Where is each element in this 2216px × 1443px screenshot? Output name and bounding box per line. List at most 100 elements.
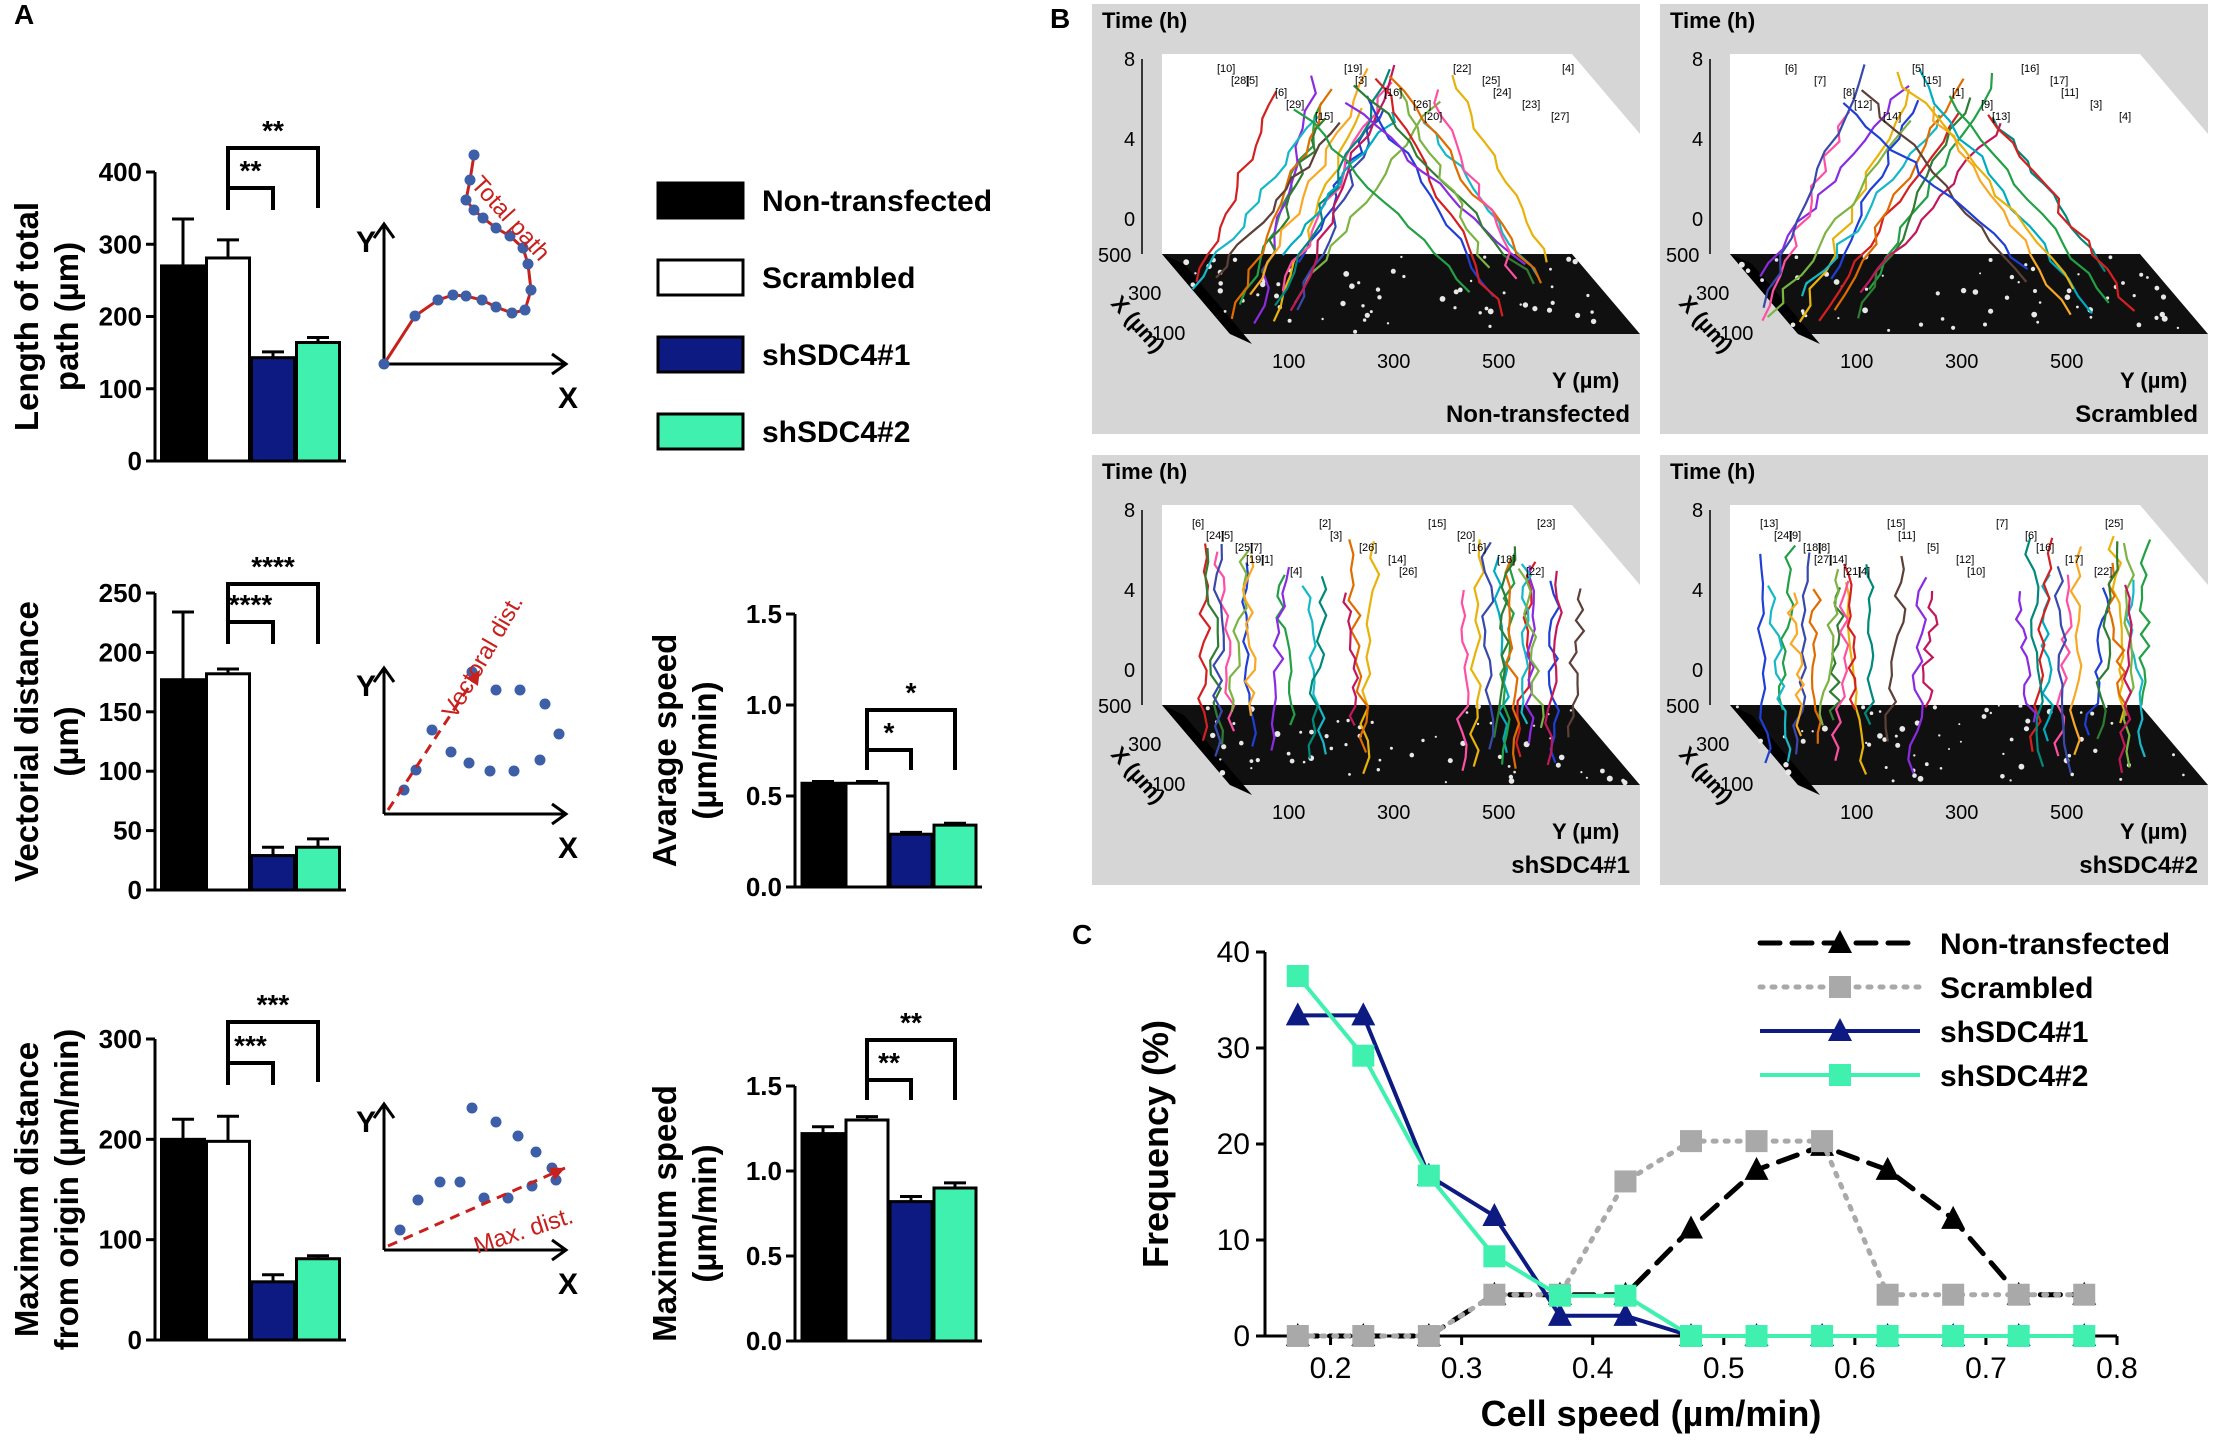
legend-label: Non-transfected [762, 185, 992, 218]
y-tick-label: 100 [1840, 351, 1873, 373]
track-label: [4] [2119, 111, 2131, 123]
track-label: [1] [1261, 554, 1273, 566]
data-point [1417, 1325, 1440, 1347]
significance-label: *** [234, 1030, 267, 1061]
data-point [2007, 1283, 2030, 1306]
panel-label-c: C [1072, 919, 1092, 950]
data-point [1352, 1325, 1375, 1347]
panel-label-b: B [1050, 3, 1070, 34]
y-axis-label: Maximum speed [646, 1085, 683, 1342]
significance-label: * [906, 677, 917, 708]
track-label: [8] [1843, 87, 1855, 99]
arrowhead [549, 1167, 565, 1181]
track-point [432, 294, 444, 306]
x-tick-label: 0.8 [2096, 1352, 2138, 1385]
cell-dot [1340, 300, 1346, 307]
cell-dot [1344, 743, 1348, 747]
track-label: [6] [1275, 87, 1287, 99]
track-point [460, 290, 472, 302]
legend-swatch-3 [656, 412, 745, 451]
cell-dot [1232, 722, 1236, 725]
cell-dot [1483, 255, 1487, 259]
y-axis-label: from origin (µm/min) [48, 1029, 85, 1351]
track-point [477, 212, 489, 224]
y-tick-label: 0 [128, 875, 142, 905]
data-point [1483, 1245, 1506, 1268]
cell-dot [1951, 325, 1956, 330]
cell-dot [1881, 274, 1884, 277]
time-axis-label: Time (h) [1670, 8, 1755, 33]
significance-bracket [865, 708, 957, 770]
data-point [1875, 1156, 1900, 1180]
time-tick-label: 8 [1124, 500, 1135, 522]
cell-dot [1421, 738, 1425, 743]
track-label: [6] [1785, 63, 1797, 75]
cell-dot [2024, 263, 2028, 267]
cell-track [1469, 539, 1485, 767]
data-point [1811, 1130, 1834, 1153]
cell-dot [2160, 294, 2167, 300]
cell-dot [2108, 255, 2113, 260]
track-point [512, 1130, 524, 1142]
significance-bracket [226, 582, 320, 644]
cell-dot [1745, 268, 1751, 274]
cell-dot [1558, 754, 1565, 761]
y-tick-label: 1.0 [746, 690, 782, 720]
cell-track [1293, 108, 1471, 293]
schematic-x-label: X [558, 1268, 578, 1301]
cell-dot [1935, 291, 1940, 296]
arrowhead [551, 802, 569, 826]
track-point [378, 358, 390, 370]
track-label: [22] [1453, 63, 1471, 75]
cell-dot [1276, 282, 1281, 287]
cell-dot [1484, 306, 1489, 311]
significance-bracket [226, 1020, 320, 1082]
y-tick-label: 1.5 [746, 1071, 782, 1101]
track-label: [3] [1330, 530, 1342, 542]
track-point [522, 258, 534, 270]
y-tick-label: 300 [99, 229, 142, 259]
cell-dot [1979, 272, 1982, 275]
time-tick-label: 4 [1692, 580, 1703, 602]
bar-1 [205, 672, 251, 892]
x-tick-label: 100 [1720, 774, 1753, 796]
track-label: [29] [1286, 99, 1304, 111]
track-point [445, 746, 457, 758]
cell-dot [1370, 720, 1374, 724]
track-point [484, 765, 496, 777]
distance-arrow [386, 669, 482, 811]
time-tick-label: 8 [1692, 49, 1703, 71]
track-label: [8] [1818, 542, 1830, 554]
track-label: [25] [1235, 542, 1253, 554]
bar-1 [844, 1118, 890, 1343]
cell-dot [2076, 305, 2079, 309]
legend-marker [1828, 930, 1852, 953]
data-point [1680, 1130, 1702, 1153]
legend-swatch-0 [656, 181, 745, 220]
cell-dot [1502, 291, 1506, 295]
cell-track [1842, 563, 1857, 711]
cell-dot [1488, 324, 1492, 328]
cell-dot [1362, 318, 1367, 322]
tracking-floor-edge [1162, 254, 1252, 344]
track-point [530, 1146, 542, 1158]
data-point [1613, 1302, 1638, 1326]
cell-dot [1948, 748, 1950, 750]
data-point [1745, 1325, 1768, 1347]
cell-dot [2159, 311, 2165, 318]
y-axis-label: Y (µm) [1552, 368, 1619, 393]
cell-dot [1217, 288, 1223, 294]
track-label: [18] [1497, 554, 1515, 566]
cell-dot [1256, 293, 1260, 297]
cell-dot [1590, 310, 1594, 314]
y-tick-label: 30 [1217, 1032, 1250, 1065]
cell-track [1374, 77, 1504, 317]
cell-dot [1439, 296, 1446, 302]
track-label: [20] [1424, 111, 1442, 123]
bar-chart-1: 0 50 100 150 200 250 Vectorial distance (µm) ***… [8, 551, 346, 905]
cell-dot [1205, 706, 1210, 711]
cell-track [1818, 568, 1840, 726]
panel-label-a: A [14, 0, 34, 30]
time-tick-label: 4 [1124, 129, 1135, 151]
